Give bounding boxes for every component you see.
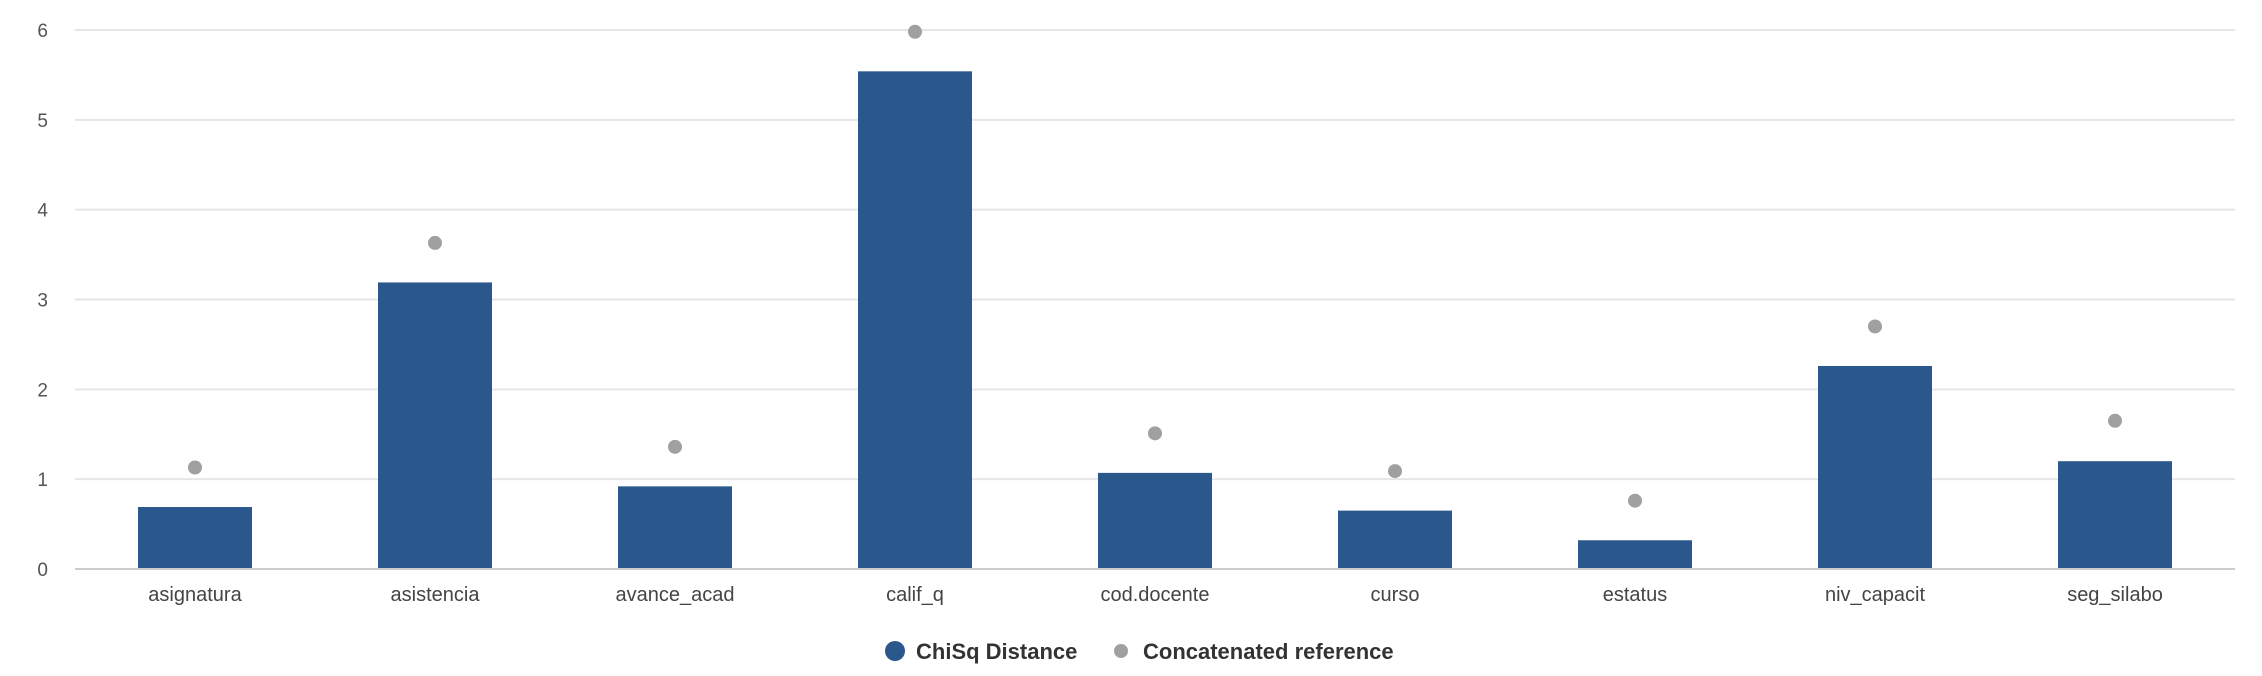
bar-estatus[interactable] — [1578, 540, 1692, 569]
legend-marker-chisq — [885, 641, 905, 661]
bar-series — [138, 71, 2172, 569]
x-tick-label-7: niv_capacit — [1825, 584, 1926, 606]
y-tick-label-1: 1 — [37, 470, 48, 491]
x-tick-label-8: seg_silabo — [2067, 584, 2163, 606]
point-avance_acad[interactable] — [668, 439, 682, 454]
legend-label-reference: Concatenated reference — [1143, 639, 1394, 664]
y-tick-label-4: 4 — [37, 201, 48, 222]
y-tick-label-6: 6 — [37, 21, 48, 42]
bar-calif_q[interactable] — [858, 71, 972, 569]
bar-niv_capacit[interactable] — [1818, 365, 1932, 569]
legend-item-reference[interactable]: Concatenated reference — [1114, 639, 1394, 664]
bar-cod.docente[interactable] — [1098, 472, 1212, 569]
x-tick-label-1: asistencia — [391, 584, 481, 606]
x-tick-label-6: estatus — [1603, 584, 1667, 606]
bar-avance_acad[interactable] — [618, 486, 732, 569]
point-curso[interactable] — [1388, 464, 1402, 479]
x-tick-label-0: asignatura — [148, 584, 242, 606]
y-tick-label-5: 5 — [37, 111, 48, 132]
x-tick-label-2: avance_acad — [616, 584, 735, 606]
y-tick-label-3: 3 — [37, 291, 48, 312]
point-niv_capacit[interactable] — [1868, 319, 1882, 334]
point-asignatura[interactable] — [188, 460, 202, 475]
x-axis-labels: asignatura asistencia avance_acad calif_q co… — [148, 584, 2163, 606]
point-cod.docente[interactable] — [1148, 426, 1162, 441]
y-tick-label-2: 2 — [37, 380, 48, 401]
bar-seg_silabo[interactable] — [2058, 461, 2172, 569]
point-estatus[interactable] — [1628, 493, 1642, 508]
point-asistencia[interactable] — [428, 235, 442, 250]
x-tick-label-5: curso — [1371, 584, 1420, 606]
point-seg_silabo[interactable] — [2108, 413, 2122, 428]
point-calif_q[interactable] — [908, 24, 922, 39]
legend-marker-reference — [1114, 644, 1128, 658]
legend-label-chisq: ChiSq Distance — [916, 639, 1077, 664]
bar-asignatura[interactable] — [138, 507, 252, 569]
legend-item-chisq[interactable]: ChiSq Distance — [885, 639, 1077, 664]
x-tick-label-3: calif_q — [886, 584, 944, 606]
bar-asistencia[interactable] — [378, 282, 492, 569]
bar-curso[interactable] — [1338, 510, 1452, 569]
y-axis-ticks: 0 1 2 3 4 5 6 — [37, 21, 48, 581]
x-tick-label-4: cod.docente — [1101, 584, 1210, 606]
y-tick-label-0: 0 — [37, 560, 48, 581]
legend: ChiSq Distance Concatenated reference — [885, 639, 1394, 664]
point-series — [188, 24, 2122, 508]
